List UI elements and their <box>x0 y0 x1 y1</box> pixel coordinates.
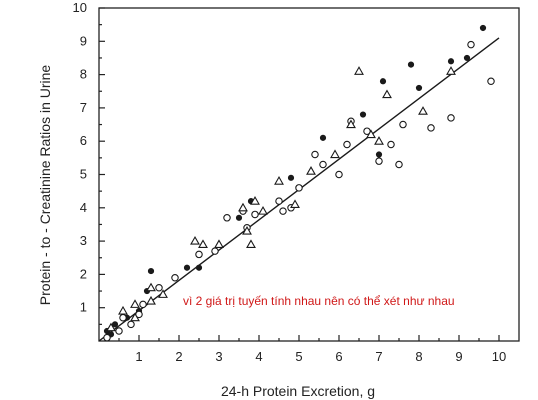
y-tick-label: 4 <box>80 200 87 215</box>
data-point-open-triangle <box>130 312 140 322</box>
data-point-open-circle <box>311 150 319 159</box>
y-tick-label: 3 <box>80 233 87 248</box>
data-point-open-triangle <box>130 299 140 308</box>
data-point-open-circle <box>127 320 135 329</box>
data-point-open-circle <box>319 160 327 169</box>
data-point-filled-circle <box>147 267 155 275</box>
x-tick-label: 8 <box>415 349 422 364</box>
data-point-open-circle <box>467 40 475 49</box>
data-point-open-circle <box>275 197 283 205</box>
data-point-open-circle <box>335 170 343 179</box>
x-tick-label: 7 <box>375 349 382 364</box>
data-point-filled-circle <box>359 111 367 118</box>
x-tick-label: 1 <box>135 349 142 364</box>
data-point-filled-circle <box>379 78 387 85</box>
data-point-open-triangle <box>242 226 252 235</box>
data-point-open-circle <box>447 114 455 122</box>
y-tick-label: 7 <box>80 100 87 115</box>
data-point-open-triangle <box>374 136 384 145</box>
x-tick-label: 10 <box>492 349 506 364</box>
data-point-open-triangle <box>346 119 356 129</box>
data-point-open-triangle <box>198 239 208 248</box>
data-point-open-triangle <box>258 206 268 215</box>
data-point-open-circle <box>343 140 351 149</box>
data-point-filled-circle <box>479 24 487 32</box>
y-tick-label: 10 <box>73 0 87 15</box>
data-point-open-circle <box>171 273 179 282</box>
data-point-open-circle <box>119 313 127 322</box>
y-tick-label: 9 <box>80 33 87 48</box>
data-point-open-circle <box>387 140 395 149</box>
tick-labels: 1 2 3 4 5 6 7 8 9 10 1 2 3 4 5 6 7 8 9 10 <box>73 0 507 364</box>
data-point-open-triangle <box>238 202 248 212</box>
data-point-filled-circle <box>407 61 415 68</box>
x-tick-label: 6 <box>335 349 342 364</box>
y-tick-label: 1 <box>80 300 87 315</box>
data-point-filled-circle <box>447 58 455 65</box>
data-point-open-triangle <box>106 322 116 332</box>
data-point-filled-circle <box>319 134 327 141</box>
x-tick-label: 3 <box>215 349 222 364</box>
data-point-open-circle <box>115 327 123 335</box>
data-point-open-triangle <box>250 196 260 205</box>
data-point-open-triangle <box>214 239 224 248</box>
data-point-open-circle <box>155 283 163 292</box>
data-points <box>103 24 495 342</box>
data-point-open-circle <box>375 157 383 165</box>
data-point-open-circle <box>395 160 403 169</box>
data-point-open-triangle <box>274 176 284 185</box>
data-point-open-triangle <box>418 106 428 115</box>
data-point-open-triangle <box>366 129 376 139</box>
axis-ticks <box>99 7 500 341</box>
data-point-open-circle <box>399 120 407 129</box>
data-point-open-circle <box>211 247 219 255</box>
data-point-open-triangle <box>146 282 156 292</box>
data-point-open-circle <box>195 250 203 259</box>
x-tick-label: 2 <box>175 349 182 364</box>
data-point-open-circle <box>223 214 231 222</box>
data-point-open-circle <box>103 333 111 342</box>
data-point-open-circle <box>427 124 435 132</box>
data-point-open-triangle <box>382 89 392 99</box>
data-point-open-triangle <box>446 66 456 75</box>
data-point-open-circle <box>139 300 147 309</box>
data-point-open-triangle <box>146 295 156 305</box>
data-point-open-triangle <box>118 305 128 315</box>
x-axis-title: 24-h Protein Excretion, g <box>221 383 375 399</box>
data-point-filled-circle <box>287 174 295 181</box>
data-point-filled-circle <box>195 264 203 271</box>
data-point-open-circle <box>295 184 303 192</box>
data-point-filled-circle <box>463 54 471 62</box>
data-point-open-triangle <box>158 289 168 298</box>
data-point-filled-circle <box>235 214 243 221</box>
y-tick-label: 5 <box>80 167 87 182</box>
data-point-filled-circle <box>375 151 383 158</box>
x-tick-label: 5 <box>295 349 302 364</box>
chart-annotation: vì 2 giá trị tuyến tính nhau nên có thể … <box>183 294 455 308</box>
data-point-open-circle <box>279 207 287 215</box>
y-tick-label: 8 <box>80 67 87 82</box>
x-tick-label: 4 <box>255 349 262 364</box>
data-point-open-triangle <box>246 239 256 248</box>
data-point-filled-circle <box>183 264 191 271</box>
data-point-open-circle <box>487 77 495 86</box>
data-point-open-triangle <box>354 66 364 75</box>
data-point-open-circle <box>251 210 259 219</box>
x-tick-label: 9 <box>455 349 462 364</box>
data-point-filled-circle <box>111 321 119 328</box>
data-point-open-triangle <box>306 166 316 175</box>
data-point-open-triangle <box>330 149 340 159</box>
y-axis-title: Protein - to - Creatinine Ratios in Urin… <box>37 65 53 306</box>
y-tick-label: 2 <box>80 266 87 281</box>
data-point-filled-circle <box>415 84 423 92</box>
data-point-open-triangle <box>190 235 200 245</box>
data-point-open-triangle <box>290 199 300 209</box>
y-tick-label: 6 <box>80 133 87 148</box>
